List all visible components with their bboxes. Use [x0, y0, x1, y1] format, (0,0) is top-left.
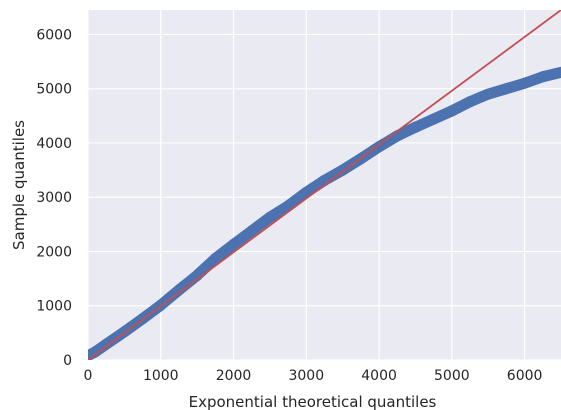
x-tick-label: 3000	[288, 368, 324, 384]
x-tick-label: 5000	[434, 368, 470, 384]
sample-quantile-point	[483, 89, 494, 100]
sample-quantile-point	[465, 96, 476, 107]
sample-quantile-point	[264, 212, 275, 223]
sample-quantile-point	[246, 225, 257, 236]
y-tick-label: 5000	[36, 82, 72, 98]
x-tick-label: 4000	[361, 368, 397, 384]
y-tick-label: 0	[63, 353, 72, 369]
y-axis-label: Sample quantiles	[10, 120, 28, 250]
y-tick-label: 2000	[36, 244, 72, 260]
y-tick-label: 4000	[36, 136, 72, 152]
x-axis-label: Exponential theoretical quantiles	[189, 393, 437, 410]
sample-quantile-point	[537, 71, 548, 82]
sample-quantile-point	[501, 83, 512, 94]
x-tick-label: 1000	[143, 368, 179, 384]
sample-quantile-point	[428, 114, 439, 125]
sample-quantile-point	[446, 105, 457, 116]
x-tick-label: 6000	[507, 368, 543, 384]
sample-quantile-point	[228, 239, 239, 250]
x-tick-label: 0	[84, 368, 93, 384]
x-tick-label: 2000	[216, 368, 252, 384]
y-tick-label: 1000	[36, 299, 72, 315]
sample-quantile-point	[410, 122, 421, 133]
y-tick-label: 3000	[36, 190, 72, 206]
y-tick-label: 6000	[36, 27, 72, 43]
sample-quantile-point	[519, 78, 530, 89]
